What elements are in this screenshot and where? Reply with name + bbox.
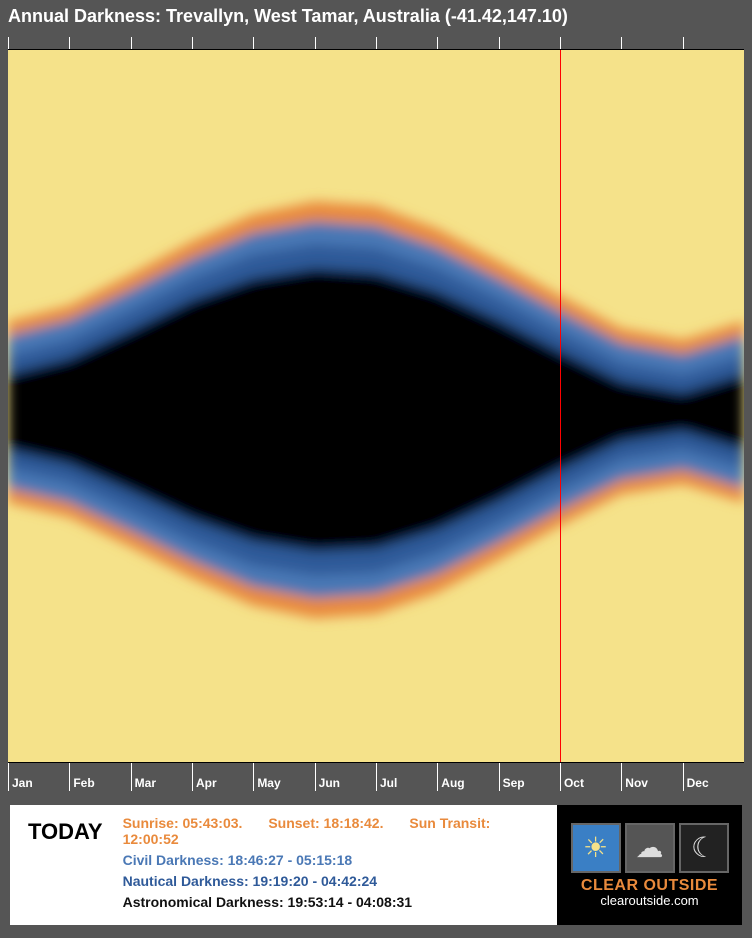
nautical-darkness: Nautical Darkness: 19:19:20 - 04:42:24 — [123, 873, 547, 889]
chart-ticks-top — [8, 37, 744, 49]
month-label: Aug — [437, 775, 498, 791]
brand-url: clearoutside.com — [600, 893, 698, 908]
chart-wrapper: JanFebMarAprMayJunJulAugSepOctNovDec — [8, 37, 744, 791]
month-label: Feb — [69, 775, 130, 791]
month-label: Jun — [315, 775, 376, 791]
month-label: Nov — [621, 775, 682, 791]
month-label: Sep — [499, 775, 560, 791]
cloud-icon: ☁ — [625, 823, 675, 873]
sun-icon: ☀ — [571, 823, 621, 873]
today-panel: TODAY Sunrise: 05:43:03. Sunset: 18:18:4… — [10, 805, 742, 925]
month-label: Jul — [376, 775, 437, 791]
month-label: Mar — [131, 775, 192, 791]
today-info: TODAY Sunrise: 05:43:03. Sunset: 18:18:4… — [10, 805, 557, 925]
brand-box: ☀ ☁ ☾ CLEAR OUTSIDE clearoutside.com — [557, 805, 742, 925]
today-lines: Sunrise: 05:43:03. Sunset: 18:18:42. Sun… — [123, 815, 547, 910]
moon-icon: ☾ — [679, 823, 729, 873]
month-label: Apr — [192, 775, 253, 791]
month-label: Dec — [683, 775, 744, 791]
today-heading: TODAY — [28, 819, 103, 845]
month-label: Jan — [8, 775, 69, 791]
month-label: May — [253, 775, 314, 791]
page-container: Annual Darkness: Trevallyn, West Tamar, … — [0, 0, 752, 935]
current-date-line — [560, 50, 561, 762]
civil-darkness: Civil Darkness: 18:46:27 - 05:15:18 — [123, 852, 547, 868]
sunset-value: Sunset: 18:18:42. — [268, 815, 383, 831]
sun-times: Sunrise: 05:43:03. Sunset: 18:18:42. Sun… — [123, 815, 547, 847]
brand-icons: ☀ ☁ ☾ — [571, 823, 729, 873]
sunrise-value: Sunrise: 05:43:03. — [123, 815, 243, 831]
astronomical-darkness: Astronomical Darkness: 19:53:14 - 04:08:… — [123, 894, 547, 910]
chart-ticks-bottom — [8, 763, 744, 775]
page-title: Annual Darkness: Trevallyn, West Tamar, … — [0, 0, 752, 37]
month-label: Oct — [560, 775, 621, 791]
annual-darkness-chart — [8, 49, 744, 763]
month-labels: JanFebMarAprMayJunJulAugSepOctNovDec — [8, 775, 744, 791]
